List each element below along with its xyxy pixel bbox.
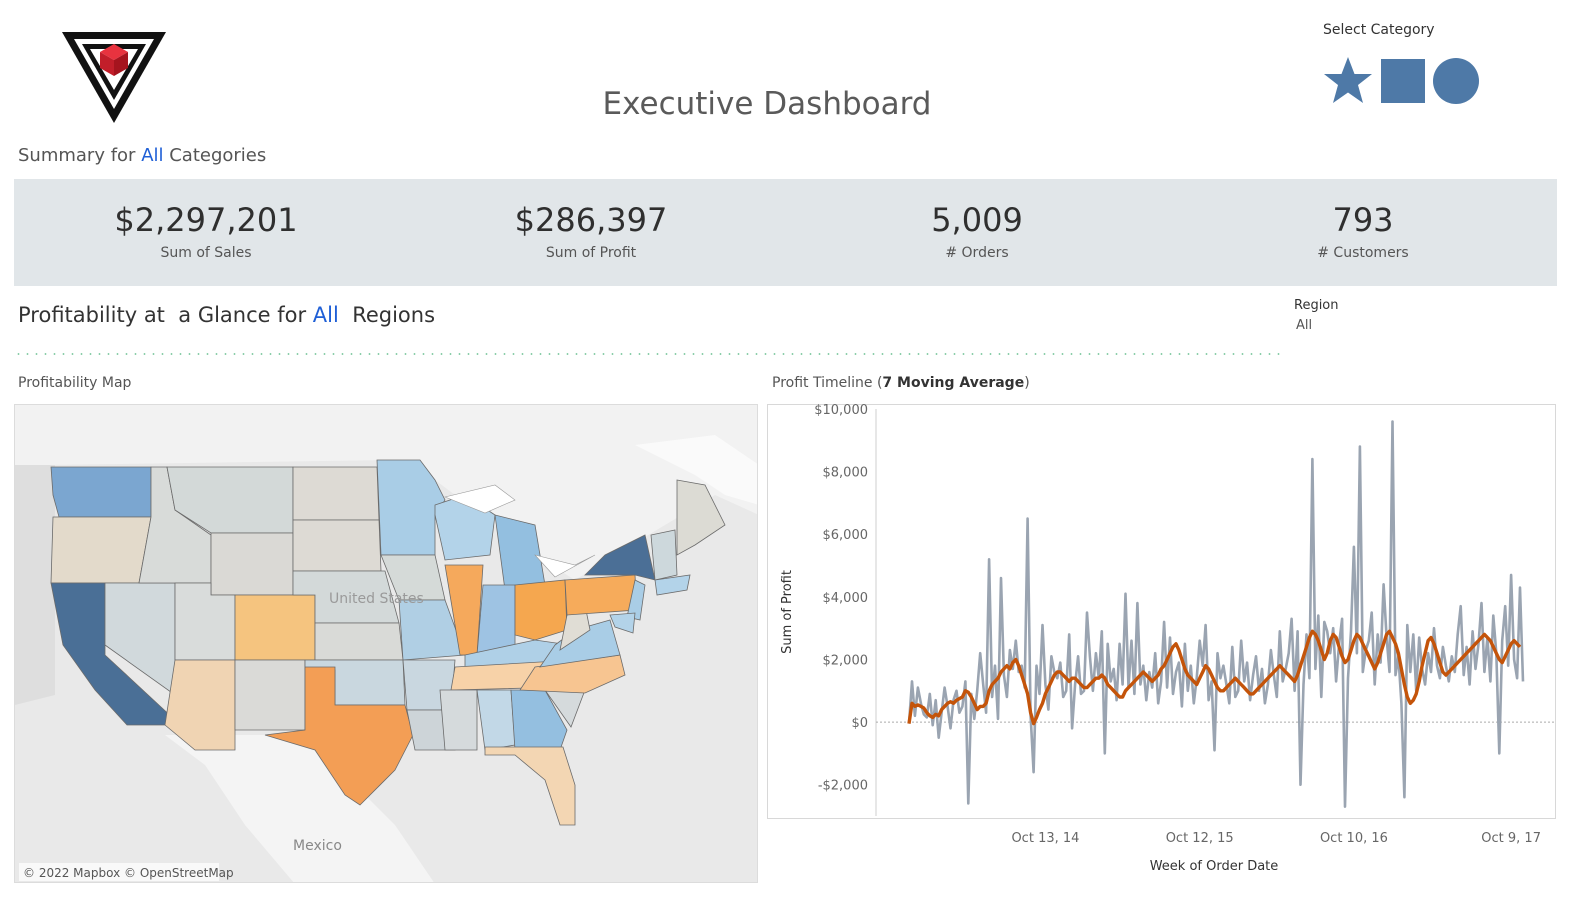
section-prefix: Profitability at a Glance for <box>18 303 313 327</box>
x-tick-label: Oct 10, 16 <box>1320 831 1388 846</box>
state-new-mexico[interactable] <box>234 659 306 731</box>
state-new-york[interactable] <box>584 534 656 581</box>
state-ohio[interactable] <box>514 579 568 641</box>
square-icon[interactable] <box>1380 58 1426 104</box>
state-washington[interactable] <box>50 466 152 518</box>
select-category-label: Select Category <box>1323 22 1435 38</box>
kpi-label: # Customers <box>1317 245 1409 261</box>
timeline-title-bold: 7 Moving Average <box>882 375 1025 391</box>
timeline-title: Profit Timeline (7 Moving Average) <box>772 375 1030 391</box>
category-shape-selector <box>1322 55 1480 107</box>
star-icon[interactable] <box>1322 55 1374 107</box>
state-south-dakota[interactable] <box>292 519 382 572</box>
y-axis-title: Sum of Profit <box>780 570 795 654</box>
summary-category-highlight: All <box>141 145 164 166</box>
section-region-highlight: All <box>312 303 339 327</box>
kpi-label: Sum of Profit <box>545 245 637 261</box>
country-label: United States <box>329 591 424 607</box>
kpi-band: $2,297,201 Sum of Sales $286,397 Sum of … <box>14 179 1557 286</box>
y-tick-label: $0 <box>851 716 868 731</box>
region-filter-label: Region <box>1294 298 1339 313</box>
state-indiana[interactable] <box>476 584 516 656</box>
state-texas[interactable] <box>264 666 414 806</box>
state-vermont-nh[interactable] <box>650 529 678 581</box>
kpi-sales: $2,297,201 Sum of Sales <box>56 201 356 261</box>
y-tick-label: $2,000 <box>823 653 869 668</box>
kpi-customers: 793 # Customers <box>1213 201 1513 261</box>
state-florida[interactable] <box>484 746 576 826</box>
state-maine[interactable] <box>676 479 726 556</box>
series-raw-profit-line[interactable] <box>907 420 1525 808</box>
state-arizona[interactable] <box>164 659 236 751</box>
kpi-orders: 5,009 # Orders <box>827 201 1127 261</box>
dotted-divider <box>14 352 1284 356</box>
summary-prefix: Summary for <box>18 145 142 166</box>
x-axis-title: Week of Order Date <box>1150 859 1279 874</box>
profit-timeline-svg: -$2,000 $0 $2,000 $4,000 $6,000 $8,000 $10,000… <box>780 404 1554 874</box>
summary-suffix: Categories <box>163 145 267 166</box>
profitability-heading: Profitability at a Glance for All Region… <box>18 303 435 327</box>
summary-heading: Summary for All Categories <box>18 145 266 166</box>
y-tick-label: $10,000 <box>814 404 868 418</box>
mexico-label: Mexico <box>293 838 342 854</box>
state-oregon[interactable] <box>50 516 152 584</box>
profit-timeline-chart <box>767 404 1556 819</box>
state-colorado[interactable] <box>234 594 316 661</box>
state-maryland[interactable] <box>609 612 636 634</box>
state-new-jersey[interactable] <box>626 579 646 621</box>
kpi-profit: $286,397 Sum of Profit <box>441 201 741 261</box>
state-pennsylvania[interactable] <box>564 574 638 616</box>
y-tick-label: -$2,000 <box>818 779 868 794</box>
kpi-value: $2,297,201 <box>114 201 298 239</box>
company-logo <box>60 30 168 125</box>
map-attribution[interactable]: © 2022 Mapbox © OpenStreetMap <box>23 866 234 880</box>
map-title: Profitability Map <box>18 375 132 391</box>
x-tick-label: Oct 12, 15 <box>1166 831 1234 846</box>
kpi-label: # Orders <box>945 245 1009 261</box>
state-kansas[interactable] <box>314 622 404 661</box>
kpi-value: 5,009 <box>931 201 1023 239</box>
state-wyoming[interactable] <box>210 532 294 596</box>
y-tick-label: $6,000 <box>823 528 869 543</box>
kpi-value: $286,397 <box>514 201 668 239</box>
kpi-value: 793 <box>1332 201 1394 239</box>
profitability-map[interactable]: Mexico <box>14 404 758 883</box>
region-filter-dropdown[interactable]: All <box>1296 318 1313 333</box>
x-tick-label: Oct 13, 14 <box>1011 831 1079 846</box>
series-moving-average-line[interactable] <box>907 629 1522 726</box>
state-north-dakota[interactable] <box>292 466 380 521</box>
state-massachusetts[interactable] <box>654 574 691 596</box>
circle-icon[interactable] <box>1432 57 1480 105</box>
timeline-title-suffix: ) <box>1024 375 1030 391</box>
kpi-label: Sum of Sales <box>160 245 252 261</box>
x-tick-label: Oct 9, 17 <box>1481 831 1541 846</box>
dashboard-title: Executive Dashboard <box>602 86 932 122</box>
y-tick-label: $4,000 <box>823 591 869 606</box>
timeline-title-prefix: Profit Timeline ( <box>772 375 883 391</box>
y-tick-label: $8,000 <box>823 466 869 481</box>
section-suffix: Regions <box>338 303 436 327</box>
state-mississippi[interactable] <box>439 689 478 751</box>
